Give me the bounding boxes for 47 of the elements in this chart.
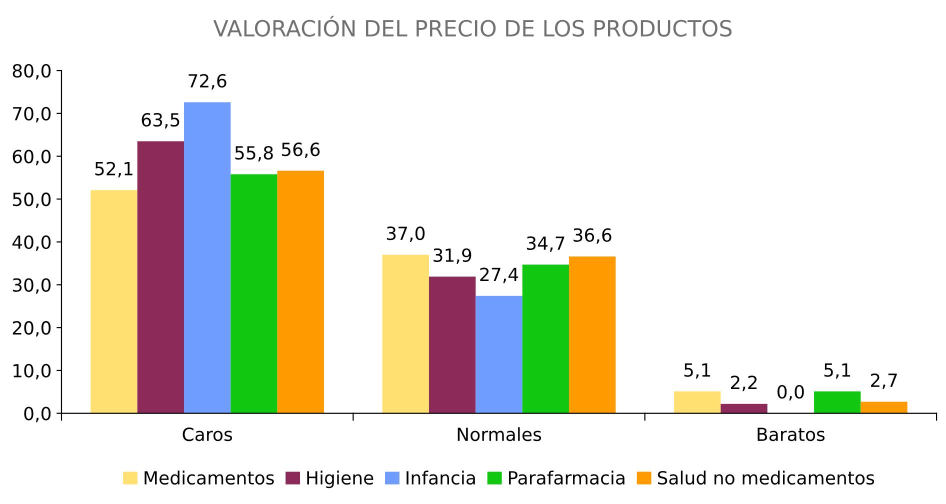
data-label: 34,7 [526,236,564,252]
bar [814,391,861,414]
y-tick-label: 10,0 [14,364,51,380]
x-tick-label: Baratos [758,428,825,442]
chart-title: VALORACIÓN DEL PRECIO DE LOS PRODUCTOS [213,16,732,37]
data-label: 36,6 [574,228,612,244]
bar [720,404,768,414]
bar [90,190,138,414]
bar [137,141,184,414]
legend-label: Medicamentos [144,470,274,485]
x-tick-label: Caros [182,427,232,442]
data-label: 0,0 [778,385,804,401]
data-label: 52,1 [95,162,132,178]
y-tick-label: 40,0 [12,235,51,251]
x-tick-label: Normales [458,427,542,442]
bar [860,402,908,414]
bar [184,102,231,414]
bar [522,264,570,414]
y-tick-label: 20,0 [12,321,51,337]
bar [382,254,430,414]
data-label: 37,0 [386,226,425,242]
data-label: 27,4 [480,268,518,284]
bar [277,170,324,414]
data-label: 2,2 [730,376,757,392]
y-tick-label: 0,0 [24,406,51,422]
legend-label: Infancia [406,470,475,485]
data-label: 55,8 [235,146,273,162]
bar [569,256,616,414]
y-tick-label: 70,0 [13,106,51,122]
y-tick-label: 30,0 [12,278,51,294]
legend-label: Salud no medicamentos [658,470,874,485]
data-label: 31,9 [434,248,472,264]
bar [476,296,522,414]
data-label: 63,5 [142,112,180,128]
bar [230,174,278,414]
y-tick-label: 80,0 [12,64,51,80]
y-tick-label: 50,0 [12,192,51,208]
bar [429,276,476,414]
legend-label: Parafarmacia [508,470,624,485]
data-label: 5,1 [684,363,710,379]
data-label: 72,6 [188,74,226,90]
legend-label: Higiene [307,470,374,488]
data-label: 2,7 [871,373,897,389]
data-label: 5,1 [824,363,850,379]
data-label: 56,6 [282,142,320,158]
y-tick-label: 60,0 [12,150,51,166]
bar [674,391,721,414]
